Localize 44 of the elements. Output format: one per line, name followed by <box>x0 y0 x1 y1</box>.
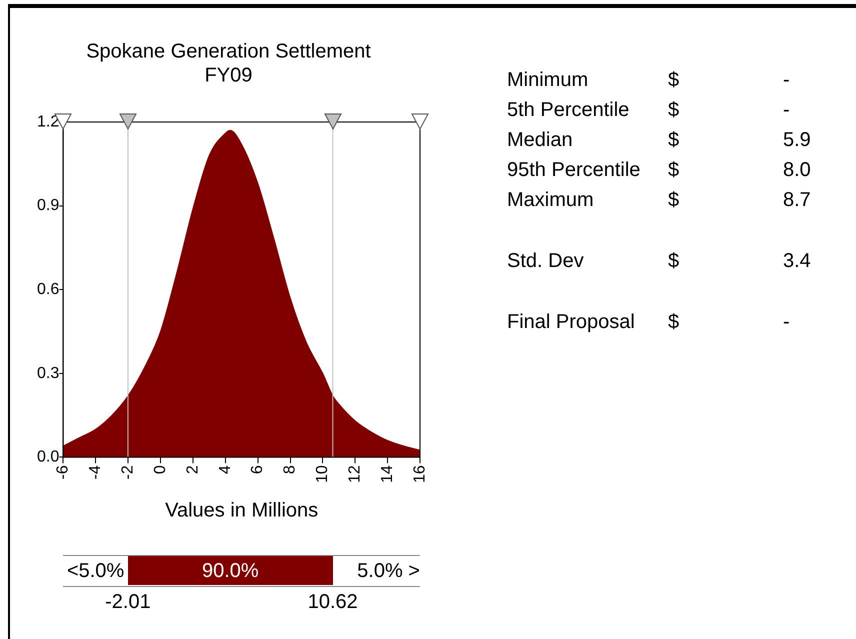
text: $ <box>668 99 680 121</box>
y-tick-label: 0.0 <box>36 448 60 466</box>
x-tick-label: 14 <box>378 465 396 483</box>
x-tick-label: 0 <box>152 465 169 474</box>
x-axis-title: Values in Millions <box>165 500 318 522</box>
x-tick-label: 12 <box>346 465 364 483</box>
text: 10.62 <box>306 591 359 613</box>
x-tick-label: 4 <box>216 465 234 474</box>
text: - <box>783 99 790 121</box>
text: Final Proposal <box>507 311 635 333</box>
x-tick-label: -6 <box>54 465 72 480</box>
chart-title: Spokane Generation Settlement FY09 <box>86 40 372 87</box>
text: 8.7 <box>783 189 811 211</box>
text: 95th Percentile <box>507 159 640 181</box>
text: 5.0% > <box>356 560 420 582</box>
text: Maximum <box>507 189 594 211</box>
text: 5th Percentile <box>507 99 630 121</box>
x-tick-label: 6 <box>249 465 266 474</box>
text: $ <box>668 189 680 211</box>
text: 5.9 <box>783 129 811 151</box>
text: Median <box>507 129 573 151</box>
text: -2.01 <box>104 591 152 613</box>
y-tick-label: 0.3 <box>36 364 60 382</box>
text: - <box>783 69 790 91</box>
text: <5.0% <box>66 560 126 582</box>
y-tick-label: 0.9 <box>36 197 60 214</box>
text: 90.0% <box>200 560 260 582</box>
text: $ <box>668 129 680 151</box>
y-tick-label: 0.6 <box>36 281 60 298</box>
text: Minimum <box>507 69 588 91</box>
text: $ <box>668 250 680 272</box>
text: 3.4 <box>783 250 811 272</box>
x-tick-label: 16 <box>411 465 428 483</box>
x-tick-label: -2 <box>120 465 137 480</box>
text: $ <box>668 69 680 91</box>
text: $ <box>668 159 680 181</box>
x-tick-label: 2 <box>184 465 202 474</box>
text: Std. Dev <box>507 250 584 272</box>
text: $ <box>668 311 680 333</box>
x-tick-label: 8 <box>282 465 299 474</box>
text: - <box>783 311 790 333</box>
x-tick-label: 10 <box>314 465 332 483</box>
text: 8.0 <box>783 159 811 181</box>
x-tick-label: -4 <box>87 465 104 480</box>
